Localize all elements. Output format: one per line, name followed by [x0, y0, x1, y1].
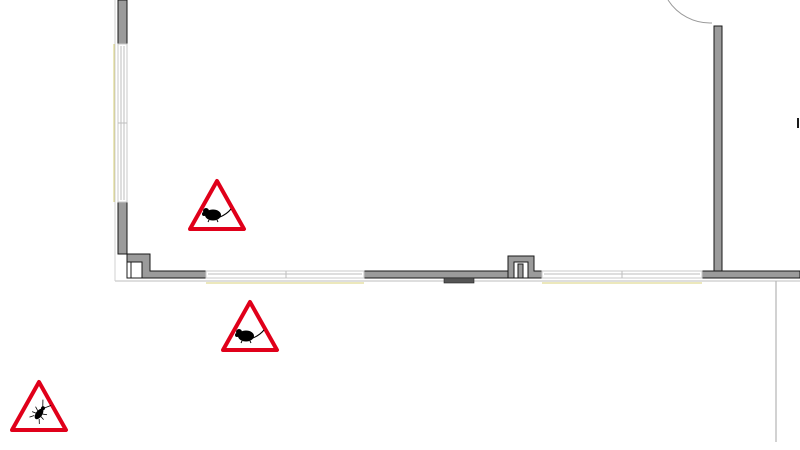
mouse-icon [202, 208, 232, 223]
corner-detail [126, 261, 143, 279]
left-wall-lower [117, 201, 128, 255]
mouse-icon [235, 329, 265, 344]
walls [117, 0, 800, 279]
windows [113, 43, 799, 284]
vent-grille [443, 277, 475, 284]
window-bottom-2 [541, 270, 703, 284]
door-swing-arc [667, 0, 713, 24]
pest-warning-sign-rodent-2[interactable] [221, 300, 279, 352]
left-wall-upper [117, 0, 128, 45]
corner-jog [118, 253, 207, 279]
bottom-wall-mid [363, 270, 509, 279]
pest-warning-sign-rodent-1[interactable] [188, 179, 246, 231]
pest-warning-sign-insect-1[interactable] [10, 380, 68, 432]
cockroach-icon [29, 399, 52, 425]
window-bottom-1 [205, 270, 365, 284]
warning-markers [10, 179, 279, 432]
bottom-wall-right [701, 270, 800, 279]
window-left [113, 43, 128, 203]
partition-wall [713, 25, 723, 272]
